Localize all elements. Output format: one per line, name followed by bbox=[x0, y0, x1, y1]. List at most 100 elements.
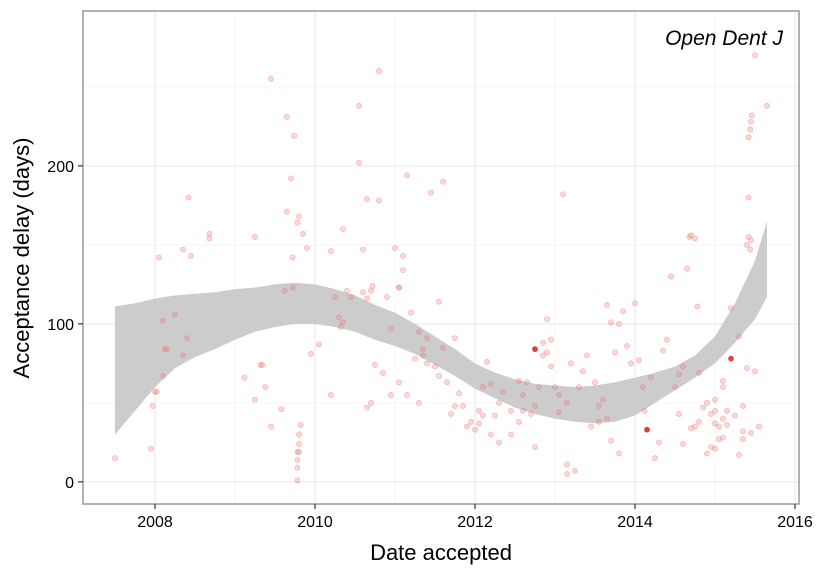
data-point bbox=[259, 361, 266, 368]
data-point bbox=[684, 265, 690, 272]
x-tick-label: 2008 bbox=[137, 514, 173, 531]
data-point bbox=[304, 245, 310, 251]
data-point bbox=[384, 294, 390, 300]
data-point bbox=[708, 410, 714, 417]
data-point bbox=[294, 464, 301, 471]
data-point bbox=[572, 467, 578, 474]
data-point bbox=[448, 410, 454, 417]
data-point bbox=[556, 409, 562, 416]
data-point bbox=[468, 418, 474, 425]
data-point bbox=[728, 305, 734, 311]
data-point bbox=[720, 415, 726, 422]
smooth-confidence-band bbox=[115, 221, 767, 435]
data-point bbox=[252, 396, 258, 403]
data-point bbox=[604, 415, 610, 422]
data-point bbox=[500, 388, 506, 395]
data-point bbox=[520, 407, 526, 414]
data-point bbox=[588, 423, 594, 430]
data-point bbox=[736, 333, 742, 340]
panel-background bbox=[83, 11, 799, 504]
grid-major bbox=[83, 11, 799, 504]
data-point bbox=[164, 346, 170, 352]
data-point bbox=[564, 399, 570, 406]
data-point bbox=[720, 434, 726, 441]
data-point bbox=[296, 431, 302, 438]
data-point bbox=[464, 423, 470, 430]
data-point-overlap bbox=[728, 355, 734, 362]
data-point bbox=[696, 369, 702, 376]
data-point bbox=[596, 418, 602, 425]
data-point bbox=[291, 132, 298, 139]
data-point bbox=[564, 461, 570, 468]
data-point bbox=[452, 335, 458, 341]
y-axis: 0 100 200 bbox=[47, 159, 83, 492]
data-point bbox=[664, 336, 670, 343]
x-tick-label: 2012 bbox=[457, 514, 493, 531]
data-point bbox=[420, 346, 426, 352]
data-point bbox=[337, 324, 344, 330]
data-point bbox=[736, 452, 742, 458]
data-point bbox=[184, 335, 190, 341]
data-point bbox=[748, 112, 755, 119]
data-point bbox=[348, 294, 354, 300]
data-point bbox=[257, 361, 264, 368]
data-point bbox=[720, 384, 726, 390]
data-point bbox=[400, 267, 406, 273]
data-point bbox=[412, 355, 418, 362]
data-point bbox=[544, 316, 550, 322]
data-point bbox=[188, 252, 194, 259]
data-point bbox=[404, 172, 410, 179]
data-point bbox=[296, 213, 302, 220]
data-point bbox=[548, 363, 554, 370]
data-point bbox=[369, 282, 376, 289]
data-point bbox=[516, 377, 522, 384]
data-points bbox=[112, 52, 770, 484]
data-point bbox=[340, 226, 346, 232]
panel-border bbox=[82, 10, 800, 505]
y-tick-label: 200 bbox=[47, 159, 74, 176]
data-point bbox=[372, 361, 378, 368]
data-point bbox=[456, 390, 462, 397]
data-point bbox=[752, 368, 758, 375]
data-point bbox=[488, 380, 494, 387]
data-point bbox=[568, 360, 574, 367]
data-point bbox=[440, 178, 446, 185]
data-point bbox=[508, 431, 514, 438]
data-point bbox=[428, 189, 434, 196]
data-point bbox=[608, 319, 614, 326]
data-point bbox=[748, 237, 754, 243]
data-point bbox=[484, 358, 490, 365]
data-point bbox=[660, 347, 666, 354]
data-point bbox=[704, 450, 710, 457]
data-point bbox=[688, 232, 694, 239]
data-point bbox=[686, 234, 693, 240]
data-point bbox=[516, 418, 522, 425]
data-point bbox=[360, 246, 366, 253]
data-point bbox=[149, 403, 156, 409]
x-tick-label: 2016 bbox=[777, 514, 813, 531]
data-point bbox=[720, 377, 726, 384]
data-point bbox=[700, 404, 706, 411]
data-point bbox=[262, 384, 269, 390]
data-point bbox=[388, 325, 394, 332]
data-point bbox=[624, 343, 630, 349]
data-point bbox=[496, 439, 502, 446]
data-point bbox=[206, 230, 213, 237]
data-point bbox=[744, 241, 750, 248]
data-point bbox=[680, 441, 686, 447]
data-point bbox=[556, 392, 562, 398]
data-point bbox=[544, 349, 550, 356]
data-point bbox=[740, 428, 746, 435]
data-point bbox=[185, 194, 192, 201]
confidence-band bbox=[115, 221, 767, 435]
data-point bbox=[281, 287, 288, 294]
data-point bbox=[640, 384, 646, 390]
data-point bbox=[692, 235, 698, 242]
data-point bbox=[524, 379, 530, 386]
data-point bbox=[360, 289, 366, 296]
data-point bbox=[712, 445, 718, 452]
data-point bbox=[712, 407, 718, 414]
data-point bbox=[608, 437, 614, 444]
data-point bbox=[740, 403, 746, 409]
